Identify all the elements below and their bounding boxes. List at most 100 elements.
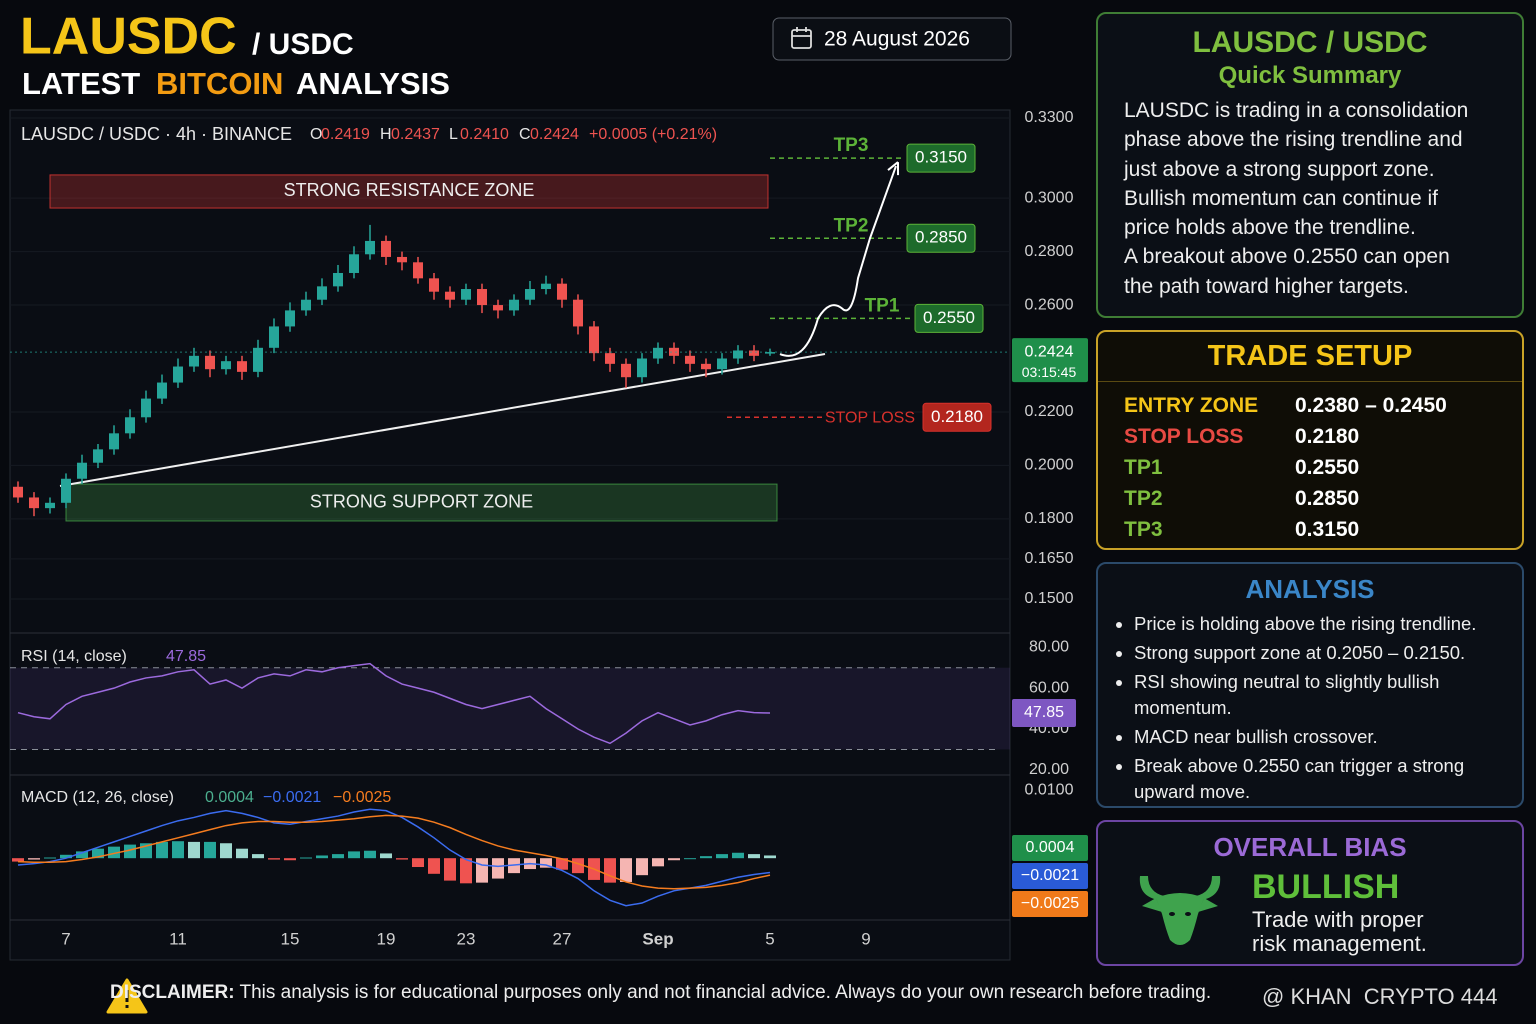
candle-body bbox=[61, 478, 71, 503]
level-label: 0.3150 bbox=[915, 148, 967, 167]
rsi-value-label: 47.85 bbox=[1024, 704, 1064, 721]
candle-body bbox=[605, 353, 615, 364]
candle-body bbox=[93, 449, 103, 463]
candle-body bbox=[573, 299, 583, 327]
bias-note: Trade with proper risk management. bbox=[1252, 908, 1427, 956]
macd-line bbox=[17, 808, 771, 907]
macd-histogram-bar bbox=[604, 858, 616, 883]
candle-body bbox=[205, 355, 215, 370]
bull-icon bbox=[1139, 876, 1221, 945]
ohlc-key: C bbox=[519, 126, 531, 143]
macd-histogram-bar bbox=[12, 858, 24, 862]
macd-histogram-bar bbox=[492, 858, 504, 879]
macd-value-box bbox=[1012, 863, 1088, 889]
macd-line bbox=[17, 814, 771, 890]
macd-histogram-bar bbox=[316, 855, 328, 859]
macd-histogram-bar bbox=[332, 854, 344, 859]
y-tick-label: 0.2000 bbox=[1025, 457, 1074, 474]
candle-body bbox=[445, 291, 455, 300]
level-label: 0.2550 bbox=[923, 308, 975, 327]
y-tick-label: 0.0100 bbox=[1025, 781, 1074, 798]
level-label: 0.2180 bbox=[931, 407, 983, 426]
arrow-head bbox=[887, 161, 899, 176]
disclaimer-label: DISCLAIMER: bbox=[110, 982, 235, 1003]
trade-setup-panel: TRADE SETUP ENTRY ZONE 0.2380 – 0.2450 STO… bbox=[1096, 330, 1524, 550]
analysis-panel: ANALYSIS Price is holding above the risi… bbox=[1096, 562, 1524, 808]
zone bbox=[65, 483, 778, 522]
macd-histogram-bar bbox=[108, 846, 120, 859]
candle-body bbox=[653, 347, 663, 359]
setup-label: TP2 bbox=[1124, 486, 1163, 510]
y-tick-label: 0.2600 bbox=[1025, 296, 1074, 313]
candle-body bbox=[701, 363, 711, 370]
macd-histogram-bar bbox=[300, 857, 312, 859]
candle-body bbox=[173, 366, 183, 383]
level-label: 0.2850 bbox=[915, 228, 967, 247]
ohlc-value: 0.2437 bbox=[391, 126, 440, 143]
setup-value: 0.2180 bbox=[1295, 424, 1360, 448]
rsi-band bbox=[10, 667, 1010, 750]
candle-body bbox=[461, 289, 471, 300]
ohlc-value: 0.2410 bbox=[460, 126, 509, 143]
macd-histogram-bar bbox=[172, 841, 184, 859]
setup-label: TP3 bbox=[1124, 517, 1163, 541]
macd-histogram-bar bbox=[556, 858, 568, 870]
summary-line: price holds above the trendline. bbox=[1124, 216, 1416, 240]
macd-histogram-bar bbox=[716, 854, 728, 859]
macd-histogram-bar bbox=[700, 856, 712, 859]
candle-body bbox=[525, 289, 535, 300]
candle-body bbox=[669, 347, 679, 356]
macd-histogram-bar bbox=[620, 858, 632, 882]
pane-title: MACD (12, 26, close) bbox=[21, 789, 174, 806]
panel-title: ANALYSIS bbox=[1245, 574, 1375, 604]
ohlc-key: L bbox=[449, 126, 458, 143]
macd-histogram-bar bbox=[236, 848, 248, 859]
candle-body bbox=[221, 361, 231, 370]
ohlc-value: 0.2424 bbox=[530, 126, 579, 143]
x-tick-label: 11 bbox=[169, 929, 187, 948]
disclaimer: DISCLAIMER: This analysis is for educati… bbox=[110, 982, 1530, 1004]
candle-body bbox=[397, 256, 407, 263]
y-tick-label: 20.00 bbox=[1029, 761, 1069, 778]
bias-panel: OVERALL BIAS BULLISH Trade with proper ri… bbox=[1096, 820, 1524, 966]
analysis-bullet: RSI showing neutral to slightly bullish … bbox=[1134, 669, 1502, 721]
macd-histogram-bar bbox=[396, 858, 408, 860]
subtitle-word: BITCOIN bbox=[156, 66, 283, 101]
macd-legend-value: −0.0021 bbox=[263, 789, 321, 806]
macd-histogram-bar bbox=[732, 852, 744, 859]
macd-histogram-bar bbox=[204, 841, 216, 859]
candle-body bbox=[45, 502, 55, 509]
macd-value-box bbox=[1012, 835, 1088, 861]
candle-body bbox=[77, 462, 87, 479]
analysis-bullet: Break above 0.2550 can trigger a strong … bbox=[1134, 753, 1502, 805]
candle-body bbox=[301, 299, 311, 311]
macd-histogram-bar bbox=[156, 841, 168, 859]
macd-histogram-bar bbox=[60, 854, 72, 859]
macd-histogram-bar bbox=[748, 854, 760, 859]
warning-icon bbox=[106, 978, 148, 1014]
macd-histogram-bar bbox=[76, 851, 88, 859]
setup-row: TP1 0.2550 bbox=[1124, 452, 1522, 483]
candle-body bbox=[509, 299, 519, 311]
bias-note-line: risk management. bbox=[1252, 931, 1427, 956]
pair: / USDC bbox=[252, 28, 354, 61]
candle-body bbox=[365, 240, 375, 255]
rsi-line bbox=[17, 662, 771, 745]
ohlc-value: 0.2419 bbox=[321, 126, 370, 143]
x-tick-label: 5 bbox=[765, 929, 774, 948]
candle-body bbox=[109, 433, 119, 450]
candle-body bbox=[733, 350, 743, 359]
date: 28 August 2026 bbox=[824, 28, 970, 51]
candle-body bbox=[765, 352, 775, 354]
subtitle-word: ANALYSIS bbox=[296, 66, 450, 101]
candle-body bbox=[269, 326, 279, 348]
analysis-bullet: MACD near bullish crossover. bbox=[1134, 724, 1502, 750]
countdown: 03:15:45 bbox=[1022, 364, 1077, 380]
macd-histogram-bar bbox=[124, 844, 136, 859]
setup-rows: ENTRY ZONE 0.2380 – 0.2450 STOP LOSS 0.2180… bbox=[1124, 390, 1522, 545]
candle-body bbox=[29, 497, 39, 509]
y-tick-label: 0.2800 bbox=[1025, 243, 1074, 260]
x-tick-label: 7 bbox=[61, 929, 70, 948]
candle-body bbox=[637, 358, 647, 378]
candle-body bbox=[541, 283, 551, 290]
